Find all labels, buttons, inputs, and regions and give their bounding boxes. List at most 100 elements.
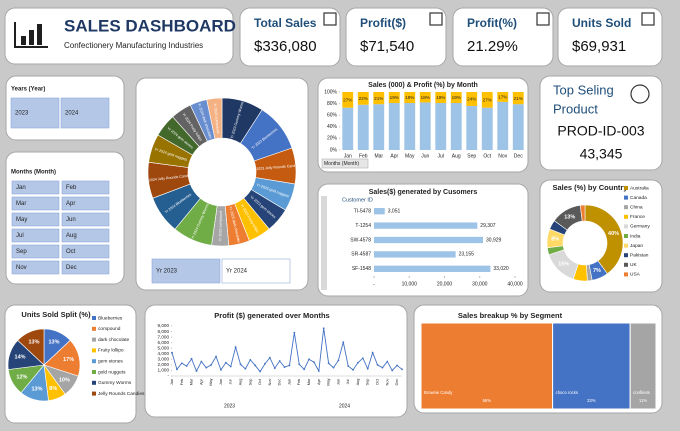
point — [386, 360, 389, 363]
slicer-button-label[interactable]: Oct — [66, 249, 76, 255]
slicer-button[interactable] — [151, 258, 221, 284]
slicer-button[interactable] — [61, 260, 110, 275]
y-tick-label: 60% — [327, 113, 338, 119]
x-tick-label: Aug — [356, 379, 360, 386]
slicer-button[interactable] — [11, 260, 60, 275]
filter-button-label[interactable]: Months (Month) — [324, 161, 359, 167]
slicer-button[interactable] — [11, 180, 60, 195]
point — [342, 341, 345, 344]
y-tick-label: 20% — [327, 136, 338, 142]
data-label: 3,051 — [388, 209, 401, 215]
bar-segment — [373, 92, 385, 105]
point — [366, 367, 369, 370]
slicer-button[interactable] — [10, 97, 60, 129]
treemap-tile — [420, 322, 554, 410]
slicer-button[interactable] — [61, 228, 110, 243]
card — [345, 7, 447, 67]
slicer-button-label[interactable]: Dec — [66, 265, 77, 271]
x-tick-label: Apr — [317, 378, 321, 385]
point — [268, 356, 271, 359]
chart-title: Units Sold Split (%) — [21, 310, 91, 319]
top-product-id: PROD-ID-003 — [557, 123, 644, 139]
data-label: 56% — [483, 398, 492, 403]
y-tick-label: 80% — [327, 101, 338, 107]
slicer-button[interactable] — [11, 228, 60, 243]
legend-swatch — [92, 359, 96, 364]
kpi-icon — [323, 12, 337, 26]
bar-segment — [404, 103, 416, 150]
slicer-button[interactable] — [11, 212, 60, 227]
slicer-button-label[interactable]: 2023 — [15, 111, 29, 117]
slicer-button[interactable] — [61, 196, 110, 211]
bar-segment — [357, 92, 369, 105]
legend-label: Gummy Worms — [98, 380, 132, 386]
x-tick-label: Aug — [239, 379, 243, 386]
y-tick-label: SR-4587 — [351, 252, 371, 258]
x-tick-label: Jul — [438, 153, 444, 159]
slicer-button-label[interactable]: May — [16, 217, 27, 223]
slicer-button-label[interactable]: Jan — [16, 185, 26, 191]
slicer-button[interactable] — [61, 212, 110, 227]
slice — [17, 328, 45, 366]
kpi-label: Profit($) — [360, 16, 406, 30]
point — [195, 370, 198, 372]
x-group-label: 2023 — [224, 403, 235, 409]
y-tick-label: - — [167, 373, 169, 378]
point — [273, 367, 276, 370]
slicer-button[interactable] — [221, 258, 291, 284]
x-tick-label: Oct — [258, 378, 262, 385]
x-tick-label: Feb — [180, 379, 184, 386]
bar-segment — [388, 92, 400, 104]
bar — [374, 265, 491, 272]
x-tick-label: Oct — [483, 153, 491, 159]
slicer-button-label[interactable]: 2024 — [65, 111, 79, 117]
data-label: 17% — [498, 95, 507, 100]
data-label: 8% — [49, 386, 57, 392]
chart-title: Sales (%) by Country — [552, 183, 628, 192]
data-label: 23,155 — [459, 252, 475, 258]
slicer-button-label[interactable]: Jun — [66, 217, 76, 223]
slicer-button-label[interactable]: Yr 2023 — [156, 269, 178, 275]
chart-title: Sales breakup % by Segment — [458, 311, 563, 320]
slicer-button[interactable] — [61, 244, 110, 259]
point — [185, 365, 188, 367]
x-tick-label: Jan — [287, 379, 291, 385]
slicer-button-label[interactable]: Feb — [66, 185, 77, 191]
point — [293, 331, 296, 334]
y-tick-label: 4,000 — [158, 351, 170, 356]
slicer-button-label[interactable]: Mar — [16, 201, 26, 207]
slicer-button[interactable] — [60, 97, 110, 129]
x-tick-label: Sep — [248, 379, 252, 386]
line — [171, 328, 403, 373]
slicer-button[interactable] — [61, 180, 110, 195]
legend-label: China — [630, 204, 643, 210]
slice-label: Yr 2024 compound — [213, 103, 220, 134]
data-label: 27% — [483, 98, 492, 103]
card — [452, 7, 554, 67]
legend-label: UK — [630, 262, 637, 268]
slicer-button-label[interactable]: Sep — [16, 249, 27, 255]
x-tick-label: Apr — [390, 153, 398, 159]
slice — [579, 204, 586, 222]
point — [337, 359, 340, 362]
slicer-button-label[interactable]: Jul — [16, 233, 24, 239]
slicer-button-label[interactable]: Aug — [66, 233, 77, 239]
slicer-button-label[interactable]: Apr — [66, 201, 75, 207]
point — [234, 346, 237, 349]
slicer-button-label[interactable]: Yr 2024 — [226, 269, 248, 275]
x-tick-label: Mar — [190, 378, 194, 385]
y-tick-label: 9,000 — [158, 323, 170, 328]
slicer-button[interactable] — [11, 196, 60, 211]
bar — [374, 236, 484, 244]
x-tick-label: Dec — [514, 153, 523, 159]
x-tick-label: Feb — [297, 379, 301, 386]
y-tick-label: 8,000 — [158, 329, 170, 334]
data-label: 17% — [63, 357, 74, 363]
bar — [374, 222, 478, 229]
filter-button[interactable] — [321, 158, 369, 169]
slicer-button[interactable] — [11, 244, 60, 259]
bar-segment — [388, 103, 400, 150]
slicer-button-label[interactable]: Nov — [16, 265, 27, 271]
bar-segment — [512, 104, 524, 150]
